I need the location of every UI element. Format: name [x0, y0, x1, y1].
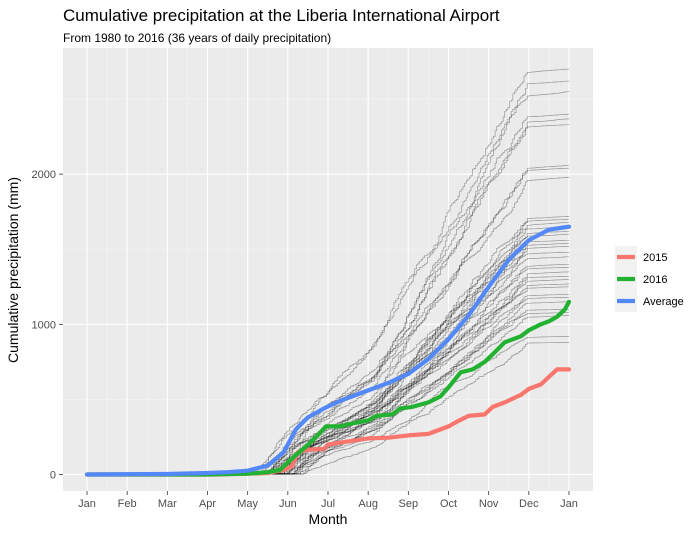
x-tick-label: Feb: [118, 498, 137, 510]
x-tick-label: May: [237, 498, 258, 510]
legend-label: 2016: [643, 274, 667, 286]
x-tick-label: Jan: [78, 498, 96, 510]
y-tick-label: 0: [50, 469, 56, 481]
highlighted-series-lines: [84, 224, 572, 477]
series-line-2016: [84, 299, 572, 477]
x-tick-label: Aug: [358, 498, 378, 510]
chart-subtitle: From 1980 to 2016 (36 years of daily pre…: [63, 31, 331, 45]
legend-label: Average: [643, 296, 684, 308]
x-axis-title: Month: [309, 511, 348, 527]
chart-title: Cumulative precipitation at the Liberia …: [63, 6, 500, 25]
x-tick-label: Dec: [519, 498, 539, 510]
x-tick-label: Oct: [440, 498, 457, 510]
series-line-average: [84, 224, 572, 477]
x-tick-label: Jun: [279, 498, 297, 510]
y-axis-ticks: 0 1000 2000: [32, 169, 63, 481]
y-tick-label: 2000: [32, 169, 56, 181]
x-tick-label: Nov: [479, 498, 499, 510]
y-axis-title: Cumulative precipitation (mm): [5, 177, 21, 363]
series-line-2015: [84, 367, 572, 477]
x-tick-label: Sep: [399, 498, 419, 510]
legend-label: 2015: [643, 252, 667, 264]
legend: 2015 2016 Average: [615, 246, 684, 312]
y-tick-label: 1000: [32, 319, 56, 331]
x-tick-label: Jul: [321, 498, 335, 510]
x-tick-label: Mar: [158, 498, 177, 510]
x-axis-ticks: Jan Feb Mar Apr May Jun Jul Aug Sep Oct Nov Dec Jan: [78, 491, 578, 510]
x-tick-label: Apr: [199, 498, 216, 510]
major-gridlines: [63, 48, 593, 491]
x-tick-label: Jan: [560, 498, 578, 510]
